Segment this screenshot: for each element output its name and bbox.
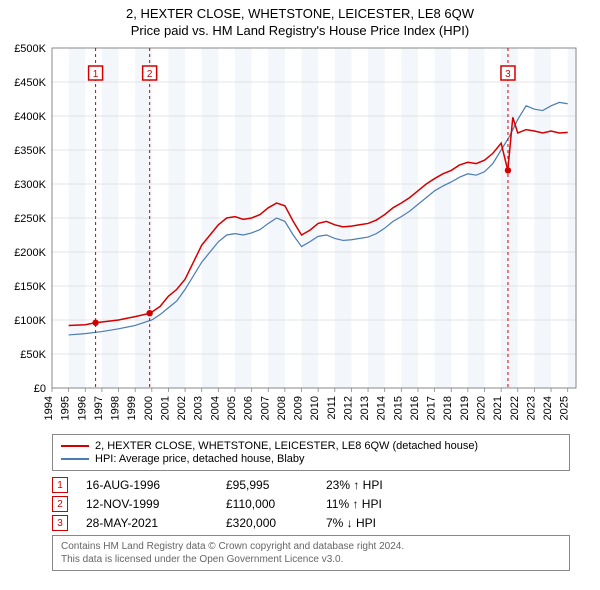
footer-line2: This data is licensed under the Open Gov… [61, 553, 561, 566]
svg-text:2024: 2024 [542, 396, 554, 420]
svg-text:2015: 2015 [392, 396, 404, 420]
svg-text:2017: 2017 [426, 396, 438, 420]
footer: Contains HM Land Registry data © Crown c… [52, 535, 570, 571]
svg-text:2019: 2019 [459, 396, 471, 420]
svg-text:2022: 2022 [509, 396, 521, 420]
svg-text:2011: 2011 [326, 396, 338, 420]
svg-text:2009: 2009 [293, 396, 305, 420]
svg-text:2007: 2007 [259, 396, 271, 420]
svg-text:2013: 2013 [359, 396, 371, 420]
sale-date: 12-NOV-1999 [86, 497, 226, 511]
chart-svg: £0 £50K £100K £150K £200K £250K £300K £350K £400… [0, 40, 600, 430]
svg-text:2016: 2016 [409, 396, 421, 420]
svg-text:£50K: £50K [20, 349, 46, 361]
svg-text:2003: 2003 [193, 396, 205, 420]
svg-text:2012: 2012 [342, 396, 354, 420]
svg-text:2025: 2025 [559, 396, 571, 420]
svg-text:£400K: £400K [14, 111, 46, 123]
chart-container: 2, HEXTER CLOSE, WHETSTONE, LEICESTER, L… [0, 0, 600, 571]
svg-text:2010: 2010 [309, 396, 321, 420]
legend-row-hpi: HPI: Average price, detached house, Blab… [61, 453, 561, 465]
sale-delta: 7% ↓ HPI [326, 516, 426, 530]
legend-label-property: 2, HEXTER CLOSE, WHETSTONE, LEICESTER, L… [95, 440, 478, 452]
svg-text:2001: 2001 [159, 396, 171, 420]
sale-date: 16-AUG-1996 [86, 478, 226, 492]
sale-marker-icon: 1 [52, 477, 68, 493]
svg-text:£350K: £350K [14, 145, 46, 157]
svg-text:1998: 1998 [110, 396, 122, 420]
legend-box: 2, HEXTER CLOSE, WHETSTONE, LEICESTER, L… [52, 434, 570, 471]
svg-text:2006: 2006 [243, 396, 255, 420]
svg-text:1999: 1999 [126, 396, 138, 420]
sales-row: 3 28-MAY-2021£320,0007% ↓ HPI [52, 515, 570, 531]
svg-text:£500K: £500K [14, 43, 46, 55]
chart-area: £0 £50K £100K £150K £200K £250K £300K £350K £400… [0, 40, 600, 430]
svg-text:2021: 2021 [492, 396, 504, 420]
svg-text:1995: 1995 [60, 396, 72, 420]
sales-row: 2 12-NOV-1999£110,00011% ↑ HPI [52, 496, 570, 512]
legend-label-hpi: HPI: Average price, detached house, Blab… [95, 453, 305, 465]
sale-date: 28-MAY-2021 [86, 516, 226, 530]
sale-price: £95,995 [226, 478, 326, 492]
sales-table: 1 16-AUG-1996£95,99523% ↑ HPI 2 12-NOV-1999… [52, 477, 570, 531]
svg-text:£150K: £150K [14, 281, 46, 293]
svg-text:1997: 1997 [93, 396, 105, 420]
sale-price: £110,000 [226, 497, 326, 511]
svg-text:2020: 2020 [476, 396, 488, 420]
svg-text:2023: 2023 [525, 396, 537, 420]
svg-text:£450K: £450K [14, 77, 46, 89]
svg-text:1: 1 [93, 69, 99, 80]
sale-price: £320,000 [226, 516, 326, 530]
footer-line1: Contains HM Land Registry data © Crown c… [61, 540, 561, 553]
svg-text:1994: 1994 [43, 396, 55, 420]
svg-text:£250K: £250K [14, 213, 46, 225]
svg-text:£100K: £100K [14, 315, 46, 327]
sale-marker-icon: 3 [52, 515, 68, 531]
title-sub: Price paid vs. HM Land Registry's House … [0, 23, 600, 38]
svg-text:£0: £0 [34, 383, 46, 395]
svg-text:2008: 2008 [276, 396, 288, 420]
sale-delta: 11% ↑ HPI [326, 497, 426, 511]
svg-text:2002: 2002 [176, 396, 188, 420]
svg-text:2018: 2018 [442, 396, 454, 420]
legend-swatch-hpi [61, 458, 89, 460]
legend-row-property: 2, HEXTER CLOSE, WHETSTONE, LEICESTER, L… [61, 440, 561, 452]
svg-text:2: 2 [147, 69, 153, 80]
sale-marker-icon: 2 [52, 496, 68, 512]
sale-delta: 23% ↑ HPI [326, 478, 426, 492]
sales-row: 1 16-AUG-1996£95,99523% ↑ HPI [52, 477, 570, 493]
svg-text:2000: 2000 [143, 396, 155, 420]
titles: 2, HEXTER CLOSE, WHETSTONE, LEICESTER, L… [0, 0, 600, 40]
svg-text:2014: 2014 [376, 396, 388, 420]
svg-text:£200K: £200K [14, 247, 46, 259]
title-main: 2, HEXTER CLOSE, WHETSTONE, LEICESTER, L… [0, 6, 600, 21]
svg-text:2005: 2005 [226, 396, 238, 420]
svg-text:£300K: £300K [14, 179, 46, 191]
svg-text:2004: 2004 [209, 396, 221, 420]
svg-text:3: 3 [505, 69, 511, 80]
svg-text:1996: 1996 [76, 396, 88, 420]
legend-swatch-property [61, 445, 89, 447]
